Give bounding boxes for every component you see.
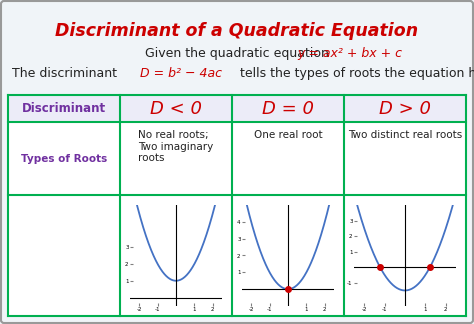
Text: D < 0: D < 0 (150, 99, 202, 118)
Text: Given the quadratic equation: Given the quadratic equation (145, 47, 329, 60)
Text: D = 0: D = 0 (262, 99, 314, 118)
Text: y = ax² + bx + c: y = ax² + bx + c (298, 47, 402, 60)
Bar (8, 95, 466, 122)
Text: Discriminant of a Quadratic Equation: Discriminant of a Quadratic Equation (55, 22, 419, 40)
Text: The discriminant: The discriminant (12, 67, 117, 80)
Text: One real root: One real root (254, 130, 322, 140)
Text: D = b² − 4ac: D = b² − 4ac (140, 67, 222, 80)
Bar (8, 95, 466, 316)
Text: Two distinct real roots: Two distinct real roots (348, 130, 462, 140)
Text: tells the types of roots the equation has.: tells the types of roots the equation ha… (240, 67, 474, 80)
Text: Discriminant: Discriminant (22, 102, 106, 115)
Text: No real roots;
Two imaginary
roots: No real roots; Two imaginary roots (138, 130, 214, 163)
Text: Types of Roots: Types of Roots (21, 154, 107, 164)
Text: D > 0: D > 0 (379, 99, 431, 118)
